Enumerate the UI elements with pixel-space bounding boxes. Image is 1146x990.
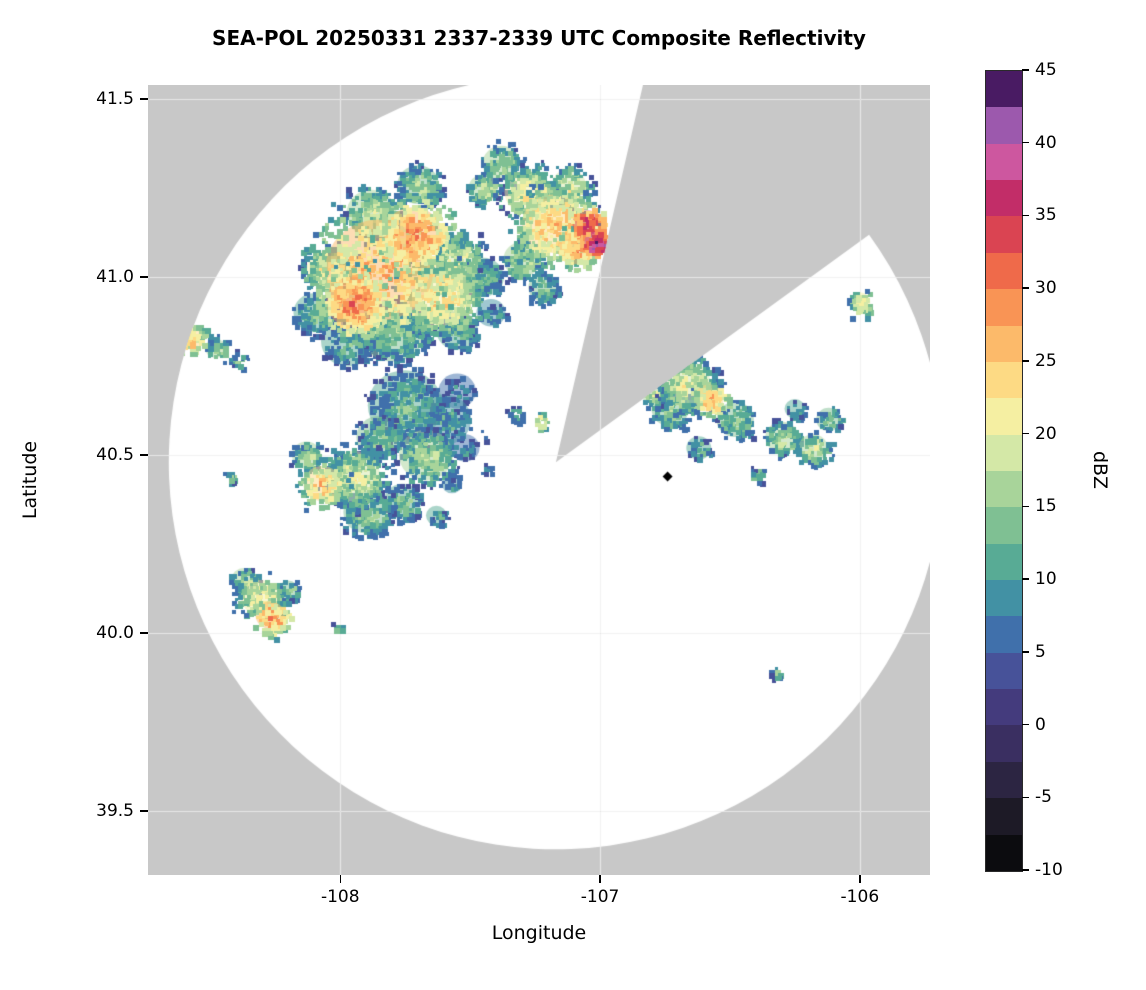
colorbar-segment	[986, 289, 1022, 326]
x-tick-mark	[859, 875, 861, 883]
y-tick-mark	[140, 810, 148, 812]
colorbar-tick-label: 40	[1035, 132, 1057, 153]
colorbar-tick-label: 25	[1035, 350, 1057, 371]
colorbar-tick-label: 5	[1035, 641, 1046, 662]
colorbar-segment	[986, 143, 1022, 181]
y-tick-mark	[140, 632, 148, 634]
colorbar-segment	[986, 834, 1022, 871]
colorbar-tick-mark	[1022, 578, 1029, 580]
colorbar-tick-label: 30	[1035, 278, 1057, 299]
colorbar-tick-mark	[1022, 432, 1029, 435]
x-tick-label: -108	[320, 887, 360, 907]
x-tick-label: -107	[580, 887, 620, 907]
colorbar-segment	[986, 616, 1022, 653]
colorbar-tick-label: 0	[1035, 714, 1046, 735]
colorbar-tick-mark	[1022, 214, 1029, 217]
colorbar-tick-mark	[1022, 360, 1029, 362]
colorbar-segment	[986, 325, 1022, 362]
colorbar-label: dBZ	[1089, 450, 1111, 490]
colorbar-tick-label: -5	[1035, 787, 1052, 808]
colorbar-segment	[986, 652, 1022, 690]
colorbar-segment	[986, 252, 1022, 290]
colorbar-tick-mark	[1022, 141, 1029, 144]
y-tick-mark	[140, 276, 148, 278]
y-tick-label: 41.0	[96, 267, 134, 288]
x-tick-mark	[339, 875, 341, 883]
y-tick-label: 40.5	[96, 445, 134, 466]
colorbar-segment	[986, 107, 1022, 144]
x-tick-mark	[599, 875, 601, 883]
colorbar-segment	[986, 470, 1022, 508]
colorbar-segment	[986, 507, 1022, 544]
colorbar	[985, 70, 1023, 872]
colorbar-tick-label: -10	[1035, 860, 1063, 880]
colorbar-segment	[986, 398, 1022, 435]
colorbar-tick-label: 15	[1035, 496, 1057, 517]
colorbar-tick-mark	[1022, 651, 1029, 653]
colorbar-segment	[986, 725, 1022, 762]
colorbar-segment	[986, 434, 1022, 471]
radar-map-canvas	[148, 85, 930, 875]
x-tick-label: -106	[840, 887, 880, 907]
colorbar-segment	[986, 689, 1022, 726]
y-tick-label: 39.5	[96, 800, 134, 821]
colorbar-tick-mark	[1022, 796, 1029, 799]
colorbar-segment	[986, 180, 1022, 217]
colorbar-tick-mark	[1022, 869, 1029, 871]
colorbar-segment	[986, 216, 1022, 253]
y-tick-label: 41.5	[96, 89, 134, 110]
colorbar-segment	[986, 798, 1022, 835]
colorbar-segment	[986, 543, 1022, 581]
colorbar-tick-mark	[1022, 505, 1029, 508]
y-tick-mark	[140, 98, 148, 100]
colorbar-tick-mark	[1022, 723, 1029, 726]
chart-title: SEA-POL 20250331 2337-2339 UTC Composite…	[212, 26, 866, 50]
colorbar-tick-mark	[1022, 287, 1029, 289]
colorbar-tick-label: 10	[1035, 569, 1057, 590]
colorbar-tick-label: 20	[1035, 423, 1057, 444]
y-tick-label: 40.0	[96, 623, 134, 644]
colorbar-segment	[986, 761, 1022, 799]
colorbar-segment	[986, 361, 1022, 399]
y-tick-mark	[140, 454, 148, 456]
colorbar-tick-label: 35	[1035, 205, 1057, 226]
colorbar-segment	[986, 71, 1022, 108]
y-axis-label: Latitude	[19, 440, 41, 520]
colorbar-tick-label: 45	[1035, 60, 1057, 80]
colorbar-segment	[986, 580, 1022, 617]
colorbar-tick-mark	[1022, 69, 1029, 71]
x-axis-label: Longitude	[491, 922, 587, 944]
